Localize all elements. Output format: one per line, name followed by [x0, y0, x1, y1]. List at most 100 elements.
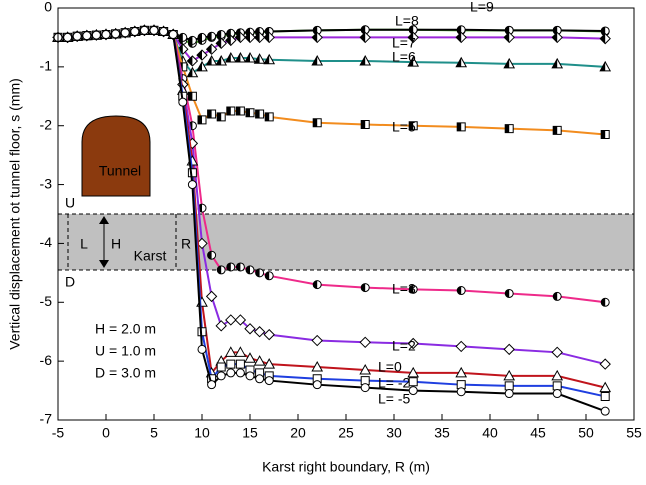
marker-half — [207, 251, 212, 260]
marker — [244, 31, 256, 44]
marker-half — [207, 32, 212, 41]
marker-body — [225, 314, 237, 326]
marker-half — [553, 126, 558, 135]
marker — [226, 106, 236, 116]
marker — [456, 380, 466, 390]
x-tick-label: 55 — [626, 425, 642, 441]
marker — [600, 130, 610, 140]
marker — [245, 265, 255, 275]
marker — [225, 34, 237, 47]
marker-half — [361, 120, 366, 129]
x-tick-label: 20 — [290, 425, 306, 441]
marker — [551, 369, 564, 381]
marker — [455, 340, 467, 353]
marker-body — [149, 25, 159, 35]
y-tick-label: -6 — [40, 352, 53, 368]
marker-body — [456, 387, 466, 397]
marker-body — [359, 336, 371, 349]
marker — [408, 121, 418, 131]
annotation: Karst — [134, 248, 167, 264]
marker-body — [82, 31, 92, 41]
marker-half — [187, 55, 193, 66]
marker — [264, 376, 274, 386]
marker-half — [188, 92, 193, 101]
marker — [552, 25, 562, 35]
marker-body — [455, 340, 467, 353]
marker — [130, 27, 140, 37]
marker — [408, 377, 418, 387]
marker — [91, 30, 101, 40]
x-tick-label: 40 — [482, 425, 498, 441]
marker-body — [311, 334, 323, 347]
marker — [408, 25, 418, 35]
marker-half — [312, 32, 318, 43]
marker — [311, 31, 323, 44]
marker-half — [313, 26, 318, 35]
marker-body — [178, 97, 188, 107]
marker — [359, 336, 371, 349]
marker-body — [600, 391, 610, 401]
marker-body — [253, 326, 266, 338]
marker-body — [187, 168, 197, 178]
marker — [311, 54, 324, 66]
marker — [178, 32, 188, 42]
marker — [205, 54, 218, 66]
marker — [359, 54, 372, 66]
marker-body — [63, 32, 73, 42]
marker-body — [72, 31, 82, 41]
marker — [224, 346, 237, 357]
marker-half — [505, 26, 510, 35]
marker — [311, 334, 323, 347]
marker — [312, 280, 322, 290]
marker — [187, 168, 197, 178]
marker — [360, 120, 370, 130]
marker-half — [177, 44, 183, 55]
marker — [216, 29, 226, 39]
marker — [253, 326, 266, 338]
marker-half — [601, 26, 606, 35]
marker — [235, 368, 245, 378]
marker-half — [197, 50, 202, 61]
marker — [205, 43, 218, 55]
marker — [255, 109, 265, 119]
marker-body — [600, 406, 610, 416]
marker — [253, 53, 266, 64]
marker — [245, 108, 255, 118]
marker — [245, 371, 255, 381]
marker — [456, 122, 466, 132]
marker-half — [226, 29, 231, 38]
marker-half — [601, 298, 606, 307]
marker-half — [225, 53, 231, 63]
marker — [234, 346, 247, 357]
marker-half — [236, 107, 241, 115]
marker-body — [407, 337, 419, 350]
marker — [253, 355, 266, 366]
marker — [253, 31, 266, 44]
marker-half — [178, 33, 183, 42]
marker-body — [552, 381, 562, 391]
marker-half — [226, 107, 231, 115]
marker-half — [255, 109, 260, 118]
series-label: L=3 — [392, 281, 416, 297]
marker-body — [216, 362, 226, 372]
series-line — [58, 29, 606, 63]
marker-body — [263, 328, 275, 341]
marker — [120, 28, 130, 38]
marker-body — [551, 369, 564, 381]
marker — [455, 56, 468, 68]
marker-body — [91, 30, 101, 40]
marker — [72, 31, 82, 41]
marker — [599, 381, 612, 393]
marker-half — [265, 112, 270, 121]
marker — [225, 314, 237, 326]
marker-body — [264, 376, 274, 386]
marker-body — [245, 371, 255, 381]
marker — [244, 323, 256, 335]
series-label: L=2 — [392, 338, 416, 354]
marker-body — [205, 290, 218, 303]
marker — [178, 97, 188, 107]
annotation: L — [80, 236, 88, 252]
marker-half — [361, 25, 366, 34]
x-tick-label: 5 — [150, 425, 158, 441]
marker-body — [503, 369, 516, 381]
